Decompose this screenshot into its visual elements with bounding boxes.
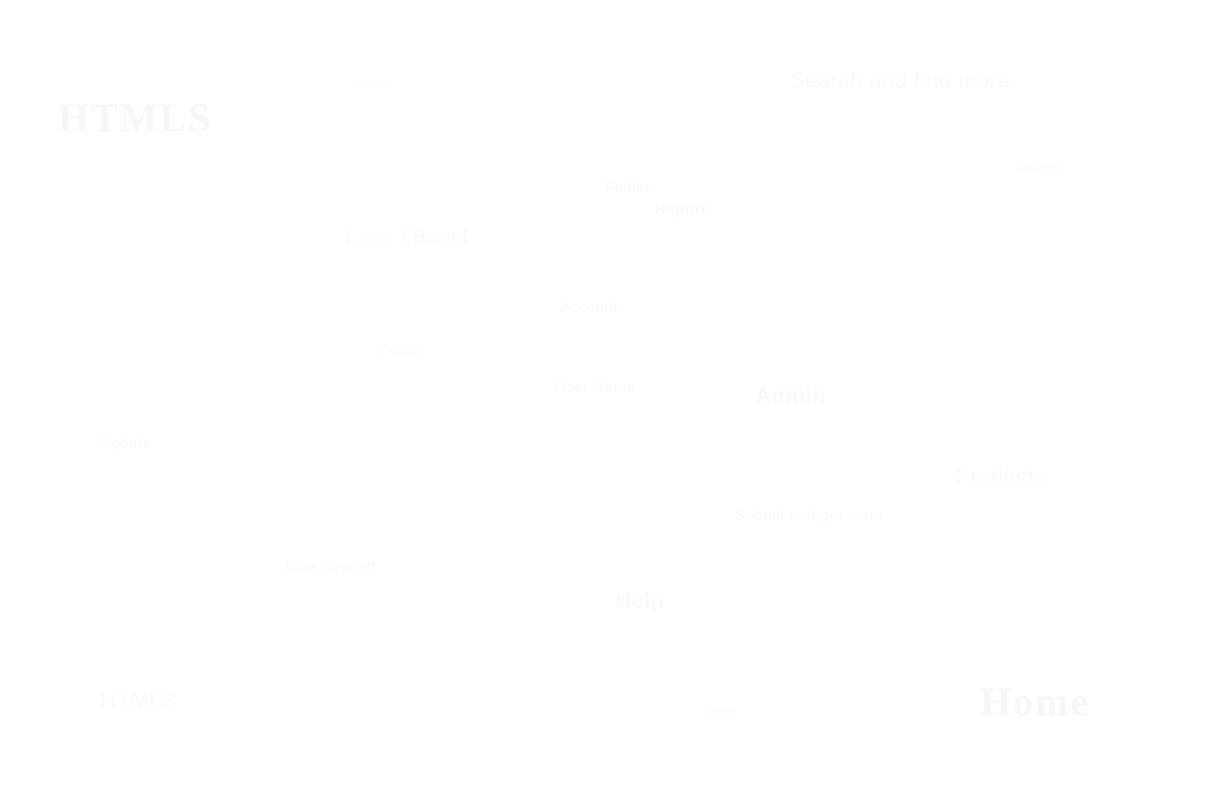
- watermark-text: Submit and get more: [735, 507, 884, 524]
- watermark-text: Close: [355, 77, 389, 91]
- watermark-text: Search and find more: [790, 68, 1011, 93]
- watermark-text: User Name: [555, 379, 636, 396]
- watermark-text: HTMLS: [100, 688, 178, 713]
- watermark-text: Home: [980, 679, 1091, 724]
- watermark-text: Forum: [380, 341, 426, 358]
- watermark-text: Account: [560, 299, 618, 316]
- watermark-text: Sale 50% off: [285, 559, 376, 576]
- watermark-text: Folder: [605, 179, 651, 196]
- watermark-text: Help: [615, 588, 665, 613]
- watermark-text: Settings: [1015, 159, 1063, 173]
- watermark-text: Logo / Brand: [345, 224, 469, 249]
- watermark-text: HTMLS: [58, 95, 213, 140]
- watermark-text: Update: [100, 435, 152, 452]
- watermark-text: Info: [710, 705, 738, 722]
- watermark-text: Admin: [755, 383, 826, 408]
- watermark-text: Products: [955, 464, 1046, 489]
- watermark-text: Report: [655, 201, 707, 218]
